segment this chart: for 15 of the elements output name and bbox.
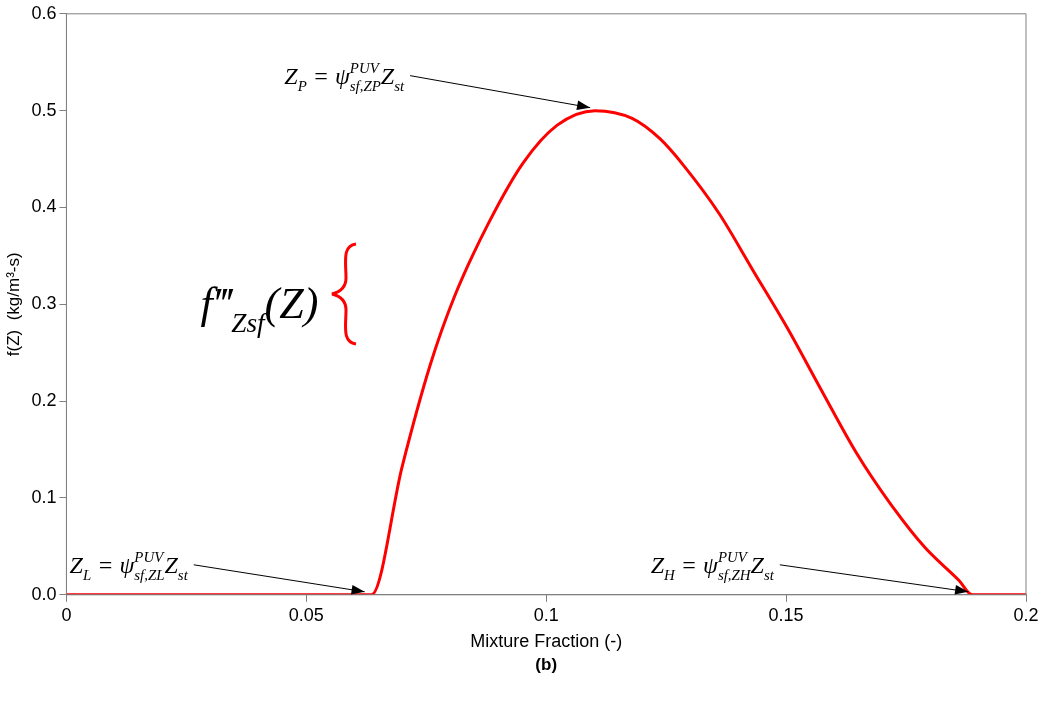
- y-tick-label: 0.2: [31, 390, 57, 411]
- y-tick-label: 0.3: [31, 293, 57, 314]
- y-tick-label: 0.5: [31, 99, 57, 120]
- y-tick-label: 0.6: [31, 2, 57, 23]
- y-tick-label: 0.0: [31, 583, 57, 604]
- y-tick-label: 0.4: [31, 196, 57, 217]
- x-tick-label: 0.15: [768, 604, 804, 625]
- x-tick-label: 0: [61, 604, 72, 625]
- x-tick-label: 0.1: [533, 604, 559, 625]
- text: (b): [535, 654, 558, 674]
- x-axis-title: Mixture Fraction (-): [470, 631, 623, 652]
- x-tick-label: 0.2: [1013, 604, 1039, 625]
- x-tick-label: 0.05: [288, 604, 324, 625]
- y-axis-title: f(Z) (kg/m³-s): [3, 252, 23, 357]
- y-tick-label: 0.1: [31, 486, 57, 507]
